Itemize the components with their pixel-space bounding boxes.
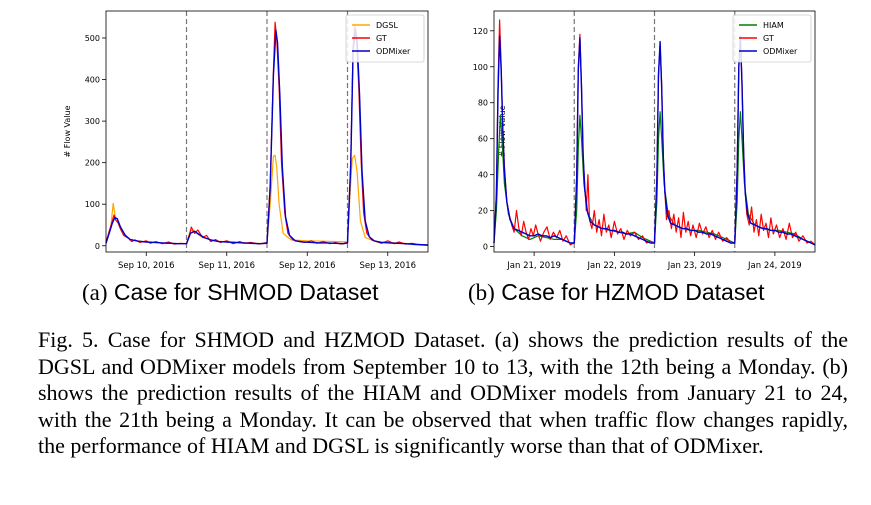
legend-label: DGSL [376,21,398,30]
series-line-gt [493,19,816,246]
y-tick-label: 0 [95,242,100,251]
legend-label: ODMixer [763,47,798,56]
plot-frame [493,10,816,253]
chart-panel-shmod: # Flow Value 0 100 200 300 400 500 Sep 10, 2016… [0,0,435,280]
legend-label: GT [376,34,387,43]
y-tick-label: 100 [85,200,100,209]
y-tick-label: 20 [478,207,488,216]
legend-label: GT [763,34,774,43]
y-tick-label: 120 [473,27,488,36]
subcaption-a-label: (a) [82,280,108,305]
subcaption-a-text: Case for SHMOD Dataset [113,279,379,305]
chart-panel-hzmod: # Flow Value 0 20 40 60 80 100 120 Jan 21, 2019 J… [435,0,871,280]
x-tick-label: Jan 24, 2019 [747,261,802,271]
y-tick-label: 40 [478,171,488,180]
y-tick-label: 80 [478,99,488,108]
figure-caption: Fig. 5. Case for SHMOD and HZMOD Dataset… [38,327,848,458]
x-tick-label: Sep 13, 2016 [359,261,416,271]
plot-frame [105,10,429,253]
subcaption-a: (a) Case for SHMOD Dataset [82,279,379,306]
y-tick-label: 300 [85,117,100,126]
x-tick-label: Sep 12, 2016 [279,261,336,271]
y-tick-label: 500 [85,34,100,43]
subcaption-b-label: (b) [468,280,495,305]
y-tick-label: 400 [85,76,100,85]
x-tick-label: Sep 10, 2016 [118,261,175,271]
shmod-chart: # Flow Value 0 100 200 300 400 500 Sep 10, 2016… [63,10,429,271]
x-tick-label: Jan 23, 2019 [667,261,722,271]
series-line-odmixer [105,29,429,246]
x-tick-label: Sep 11, 2016 [198,261,255,271]
subcaption-b-text: Case for HZMOD Dataset [501,279,765,305]
y-tick-label: 60 [478,135,488,144]
x-tick-label: Jan 21, 2019 [506,261,561,271]
y-tick-label: 200 [85,159,100,168]
legend-label: HIAM [763,21,784,30]
x-tick-label: Jan 22, 2019 [587,261,642,271]
y-tick-label: 0 [483,243,488,252]
y-tick-label: 100 [473,63,488,72]
subcaption-b: (b) Case for HZMOD Dataset [468,279,765,306]
legend-label: ODMixer [376,47,411,56]
series-line-odmixer [493,35,816,246]
y-axis-label: # Flow Value [63,105,72,157]
